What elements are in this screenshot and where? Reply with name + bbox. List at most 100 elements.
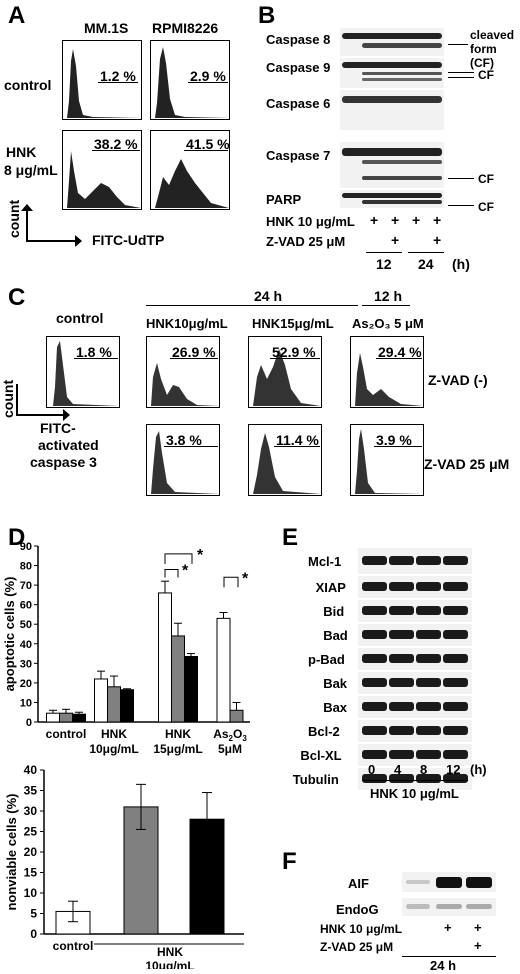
e-time-12: 12 (446, 762, 461, 777)
bar (120, 689, 134, 723)
y-tick-label: 30 (24, 804, 38, 818)
e-band (389, 702, 414, 711)
bar (107, 686, 121, 723)
bar (72, 713, 86, 723)
bar (229, 709, 244, 723)
e-band (443, 702, 468, 711)
category-label: 5μM (218, 742, 242, 756)
significance-star: * (182, 562, 189, 579)
e-blot-bcl-xl (358, 744, 472, 766)
y-tick-label: 50 (20, 619, 32, 631)
y-tick-label: 90 (20, 541, 32, 553)
histogram-c-as2o3-zvad (350, 424, 424, 496)
panel-f-label: F (282, 848, 297, 875)
y-axis-label: apoptotic cells (%) (2, 577, 17, 692)
e-time-unit: (h) (470, 762, 487, 777)
pct-c6: 11.4 % (276, 432, 319, 448)
blot-aif (402, 872, 496, 892)
f-time: 24 h (430, 958, 457, 973)
e-band (443, 750, 468, 759)
y-tick-label: 15 (24, 866, 38, 880)
axis-label-fitc-c2: activated (38, 437, 99, 453)
histogram-c-hnk15 (248, 336, 322, 408)
lane-hnk-b-3: + (391, 212, 400, 228)
e-band (416, 556, 441, 565)
e-treatment: HNK 10 μg/mL (370, 786, 459, 801)
time-24-b: 24 (418, 256, 434, 272)
e-band (389, 774, 414, 783)
histogram-a-rpmi-hnk (150, 130, 230, 210)
e-blot-tubulin (358, 768, 472, 790)
e-band (416, 774, 441, 783)
cf-label-casp9: CF (478, 68, 494, 82)
category-label: As2O3 (213, 727, 247, 743)
bar (216, 617, 231, 723)
e-blot-bad (358, 624, 472, 646)
pct-c1: 1.8 % (76, 344, 112, 360)
e-band (443, 774, 468, 783)
blot-label-parp: PARP (266, 192, 302, 207)
e-band (416, 630, 441, 639)
panel-b-label: B (258, 2, 276, 29)
axis-arrow-y-c (16, 384, 18, 416)
category-label: 15μg/mL (153, 742, 202, 756)
e-band (416, 654, 441, 663)
axis-label-fitc-c1: FITC- (40, 420, 76, 436)
e-band (362, 750, 387, 759)
e-band (389, 606, 414, 615)
y-tick-label: 25 (24, 825, 38, 839)
c-hnk15-label: HNK15μg/mL (252, 316, 334, 331)
significance-star: * (197, 547, 204, 564)
y-tick-label: 5 (30, 907, 37, 921)
e-band (416, 750, 441, 759)
e-row-label-mcl-1: Mcl-1 (308, 554, 342, 569)
row-label-hnk: HNK (6, 144, 37, 160)
pct-c7: 3.9 % (376, 432, 412, 448)
category-label: control (46, 727, 87, 741)
e-band (362, 582, 387, 591)
significance-bracket (223, 576, 239, 588)
panel-d-label: D (8, 524, 26, 551)
e-band (416, 726, 441, 735)
pct-a4: 41.5 % (186, 136, 230, 152)
e-time-4: 4 (394, 762, 402, 777)
e-time-8: 8 (420, 762, 428, 777)
c-12h-label: 12 h (374, 288, 403, 304)
bar (59, 712, 73, 723)
blot-label-caspase9: Caspase 9 (266, 60, 331, 75)
blot-label-caspase6: Caspase 6 (266, 96, 331, 111)
e-row-label-bak: Bak (323, 676, 348, 691)
histogram-a-rpmi-control (150, 40, 230, 120)
bar (158, 592, 172, 723)
y-tick-label: 10 (24, 886, 38, 900)
lane-hnk-b-5: + (433, 212, 442, 228)
e-band (443, 726, 468, 735)
f-label-endog: EndoG (336, 902, 379, 917)
blot-label-caspase8: Caspase 8 (266, 32, 331, 47)
e-blot-bax (358, 696, 472, 718)
e-row-label-p-bad: p-Bad (308, 652, 345, 667)
e-band (389, 654, 414, 663)
e-band (389, 750, 414, 759)
e-band (443, 556, 468, 565)
blot-endog (402, 898, 496, 916)
axis-arrow-x-c (16, 414, 66, 416)
significance-bracket (164, 568, 179, 578)
axis-arrow-y (26, 208, 28, 242)
cf-label-parp: CF (478, 200, 494, 214)
unit-h-b: (h) (452, 256, 470, 272)
lane-zvad-b-5: + (433, 232, 442, 248)
blot-parp (340, 190, 444, 208)
y-tick-label: 30 (20, 658, 32, 670)
e-band (443, 606, 468, 615)
y-tick-label: 0 (30, 927, 37, 941)
e-band (443, 582, 468, 591)
histogram-c-as2o3 (350, 336, 424, 408)
label-zvad-b: Z-VAD 25 μM (266, 234, 346, 249)
y-tick-label: 40 (24, 764, 38, 777)
cf-label-casp7: CF (478, 172, 494, 186)
y-tick-label: 80 (20, 561, 32, 573)
e-band (362, 726, 387, 735)
f-hnk-lane2: + (444, 920, 452, 935)
